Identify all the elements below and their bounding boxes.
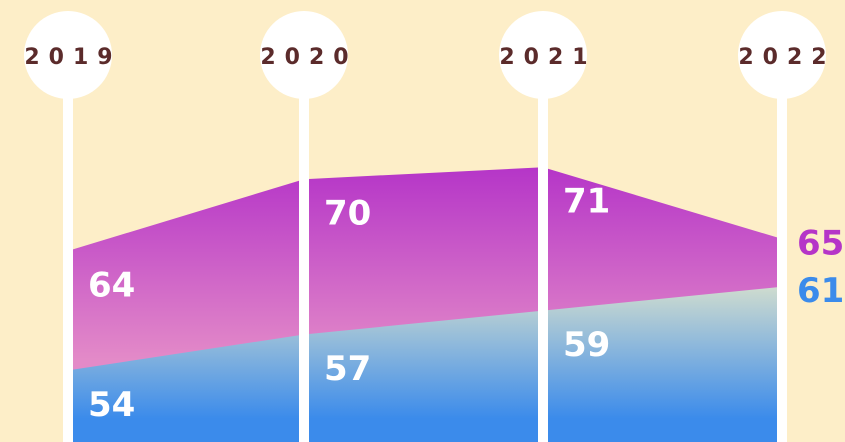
year-label: 2019 bbox=[24, 45, 121, 70]
year-label: 2022 bbox=[738, 45, 835, 70]
value-label: 64 bbox=[88, 265, 135, 305]
columns: 2019 2020 2021 2022 bbox=[24, 11, 835, 442]
year-circle bbox=[24, 11, 112, 99]
value-label: 70 bbox=[324, 194, 371, 234]
column-line bbox=[538, 40, 548, 442]
year-label: 2021 bbox=[499, 45, 596, 70]
value-label: 57 bbox=[324, 349, 371, 389]
column-line bbox=[777, 40, 787, 442]
column-line bbox=[63, 40, 73, 442]
value-label: 71 bbox=[563, 182, 610, 222]
value-label: 65 bbox=[797, 223, 844, 263]
labels: 64 70 71 65 54 57 59 61 bbox=[88, 182, 844, 425]
column-line bbox=[299, 40, 309, 442]
areas bbox=[68, 167, 782, 442]
value-label: 54 bbox=[88, 385, 135, 425]
year-circle bbox=[499, 11, 587, 99]
year-circle bbox=[260, 11, 348, 99]
value-label: 61 bbox=[797, 271, 844, 311]
area bbox=[68, 286, 782, 442]
year-circle bbox=[738, 11, 826, 99]
value-label: 59 bbox=[563, 325, 610, 365]
year-label: 2020 bbox=[260, 45, 357, 70]
